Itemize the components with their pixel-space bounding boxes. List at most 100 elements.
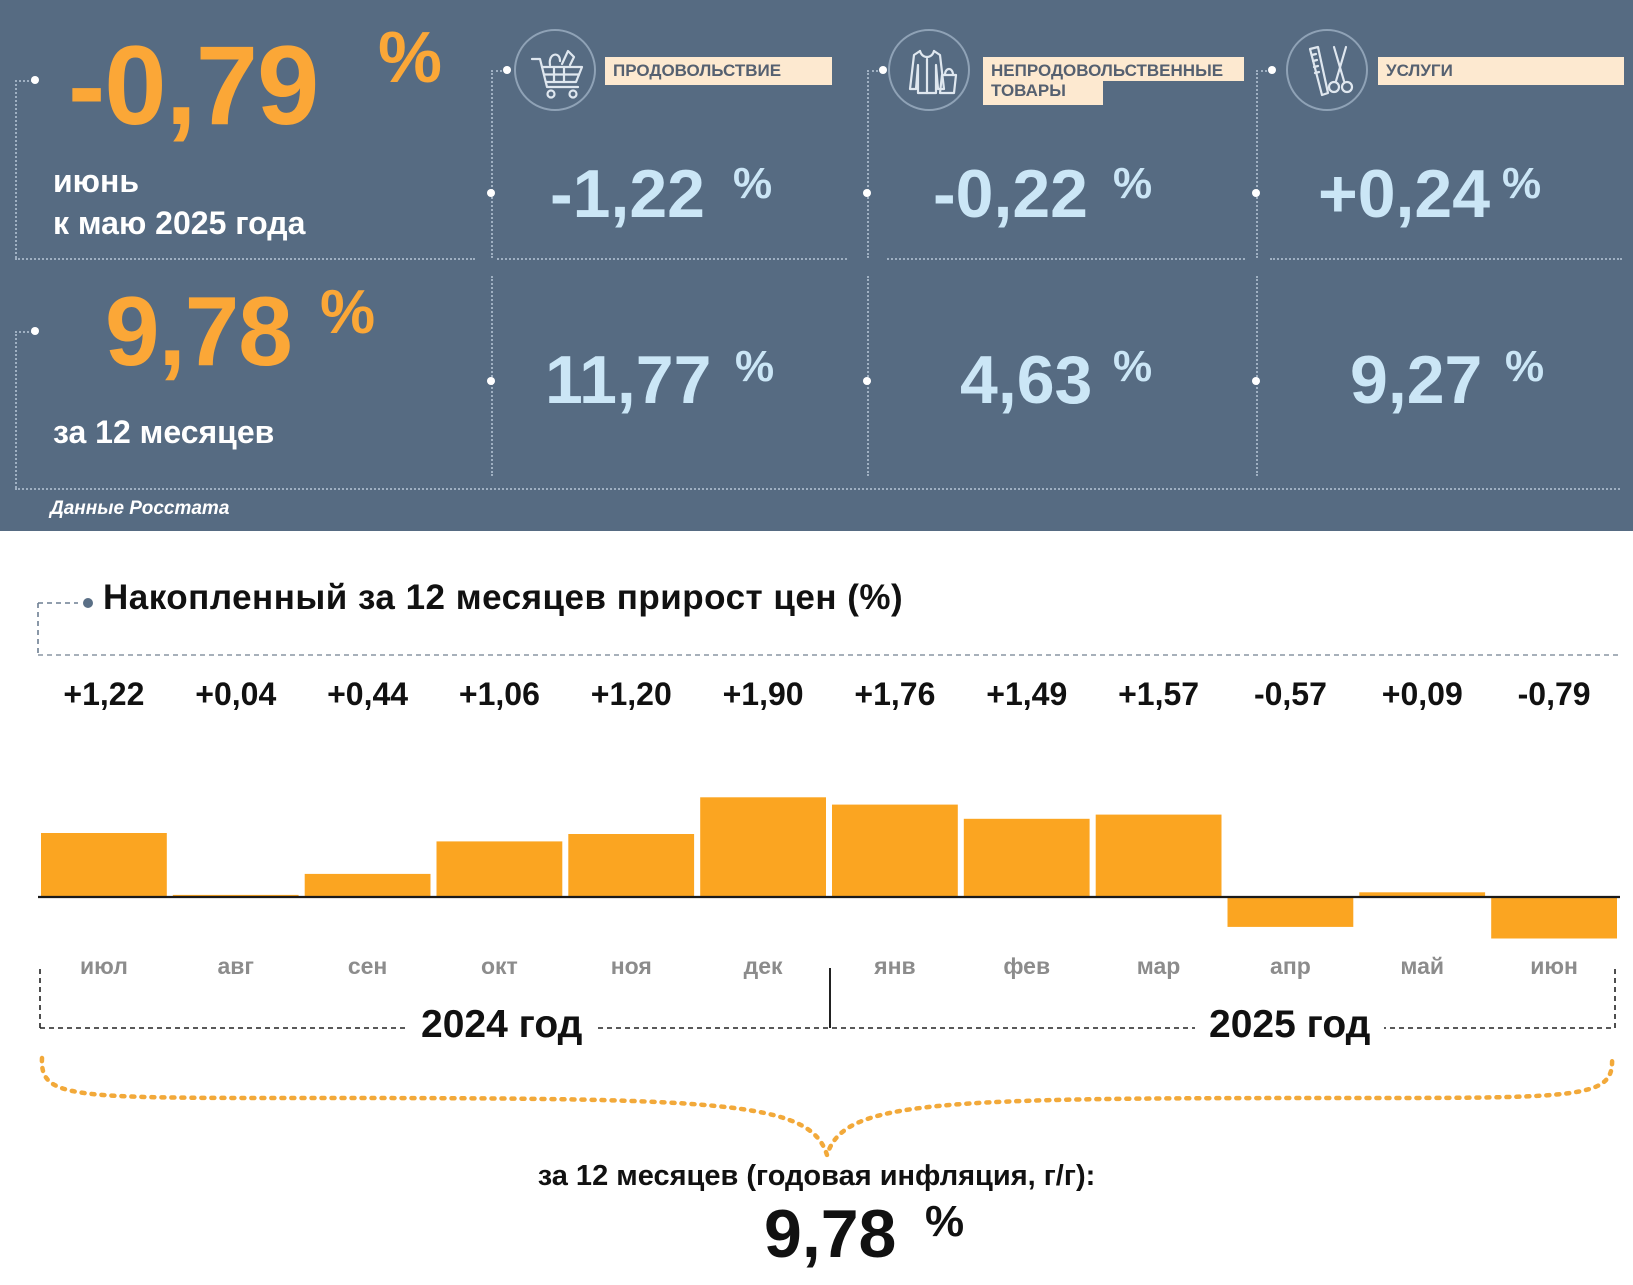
divider [491, 276, 493, 476]
bullet-dot [31, 327, 39, 335]
bar-июн [1491, 897, 1617, 939]
bullet-dot [83, 598, 93, 608]
divider [867, 70, 869, 258]
bullet-dot [863, 377, 871, 385]
summary-brace [39, 1055, 1615, 1163]
nonfood-annual-value: 4,63 [960, 342, 1093, 418]
divider [887, 258, 1245, 260]
month-label-дек: дек [743, 953, 783, 979]
clothing-bag-icon [888, 29, 970, 111]
bar-ноя [568, 834, 695, 897]
divider [15, 331, 17, 488]
category-label-services: УСЛУГИ [1378, 57, 1624, 85]
chart-title: Накопленный за 12 месяцев прирост цен (%… [103, 578, 904, 617]
month-label-фев: фев [1003, 953, 1051, 979]
bullet-dot [1252, 377, 1260, 385]
month-label-сен: сен [347, 953, 388, 979]
year-label-2024: 2024 год [407, 1003, 597, 1047]
month-label-ноя: ноя [610, 953, 652, 979]
value-label-апр: -0,57 [1253, 676, 1327, 712]
bar-сен [304, 873, 431, 897]
divider [497, 258, 847, 260]
nonfood-monthly-value: -0,22 [933, 156, 1088, 232]
annual-caption: за 12 месяцев [53, 414, 275, 450]
services-monthly-percent-sign: % [1502, 159, 1542, 208]
services-annual-percent-sign: % [1505, 342, 1545, 391]
bar-май [1359, 892, 1486, 897]
food-monthly-value: -1,22 [550, 156, 705, 232]
value-label-авг: +0,04 [195, 676, 277, 712]
month-label-апр: апр [1270, 953, 1311, 979]
services-monthly-value: +0,24 [1318, 156, 1491, 232]
bullet-dot [879, 66, 887, 74]
annual-change-percent-sign: % [320, 278, 376, 347]
month-label-июн: июн [1530, 953, 1578, 979]
bullet-dot [487, 377, 495, 385]
annual-inflation-caption: за 12 месяцев (годовая инфляция, г/г): [537, 1160, 1096, 1192]
food-annual-percent-sign: % [735, 342, 775, 391]
category-label-food: ПРОДОВОЛЬСТВИЕ [605, 57, 832, 85]
bar-июл [41, 833, 167, 897]
bar-окт [436, 841, 563, 898]
divider [491, 70, 493, 258]
year-label-2025: 2025 год [1195, 1003, 1385, 1047]
divider [1256, 70, 1258, 258]
divider [15, 331, 33, 333]
month-label-авг: авг [217, 953, 254, 979]
source-note: Данные Росстата [50, 498, 230, 519]
divider [15, 80, 17, 258]
divider [15, 488, 1620, 490]
monthly-change-value: -0,79 [68, 23, 319, 148]
value-label-июн: -0,79 [1517, 676, 1591, 712]
bar-series [41, 797, 1617, 939]
bullet-dot [31, 76, 39, 84]
category-label-nonfood-line1: НЕПРОДОВОЛЬСТВЕННЫЕ [983, 57, 1244, 81]
value-label-май: +0,09 [1381, 676, 1463, 712]
comb-scissors-icon [1286, 29, 1368, 111]
category-label-nonfood-line2: ТОВАРЫ [983, 81, 1103, 105]
value-label-дек: +1,90 [722, 676, 804, 712]
monthly-change-percent-sign: % [378, 18, 443, 98]
title-bracket [37, 602, 78, 655]
nonfood-monthly-percent-sign: % [1113, 159, 1153, 208]
divider [15, 258, 475, 260]
bullet-dot [1252, 189, 1260, 197]
food-monthly-percent-sign: % [733, 159, 773, 208]
divider [1256, 276, 1258, 476]
divider [1256, 70, 1271, 72]
value-label-янв: +1,76 [854, 676, 936, 712]
divider [491, 70, 506, 72]
month-label-янв: янв [874, 953, 916, 979]
annual-change-value: 9,78 [105, 276, 293, 386]
month-label-июл: июл [79, 953, 128, 979]
divider [867, 276, 869, 476]
value-label-фев: +1,49 [986, 676, 1068, 712]
shopping-cart-icon [514, 29, 596, 111]
bar-дек [700, 797, 826, 898]
monthly-caption-line1: июнь [53, 163, 139, 199]
bullet-dot [863, 189, 871, 197]
bar-фев [963, 818, 1090, 897]
month-label-окт: окт [480, 953, 518, 979]
bar-апр [1227, 897, 1354, 927]
bullet-dot [1268, 66, 1276, 74]
bullet-dot [503, 66, 511, 74]
bar-янв [832, 804, 958, 897]
bullet-dot [487, 189, 495, 197]
bar-мар [1095, 814, 1222, 897]
divider [1270, 258, 1622, 260]
monthly-caption-line2: к маю 2025 года [53, 205, 306, 241]
services-annual-value: 9,27 [1350, 342, 1483, 418]
month-label-май: май [1400, 953, 1445, 979]
value-label-мар: +1,57 [1118, 676, 1200, 712]
month-label-мар: мар [1136, 953, 1181, 979]
divider [867, 70, 882, 72]
value-label-сен: +0,44 [327, 676, 409, 712]
value-label-ноя: +1,20 [590, 676, 672, 712]
summary-panel: -0,79 % июнь к маю 2025 года 9,78 % за 1… [0, 0, 1633, 531]
divider [15, 80, 33, 82]
value-label-окт: +1,06 [458, 676, 540, 712]
annual-inflation-percent-sign: % [925, 1197, 965, 1246]
annual-inflation-value: 9,78 [764, 1196, 897, 1272]
